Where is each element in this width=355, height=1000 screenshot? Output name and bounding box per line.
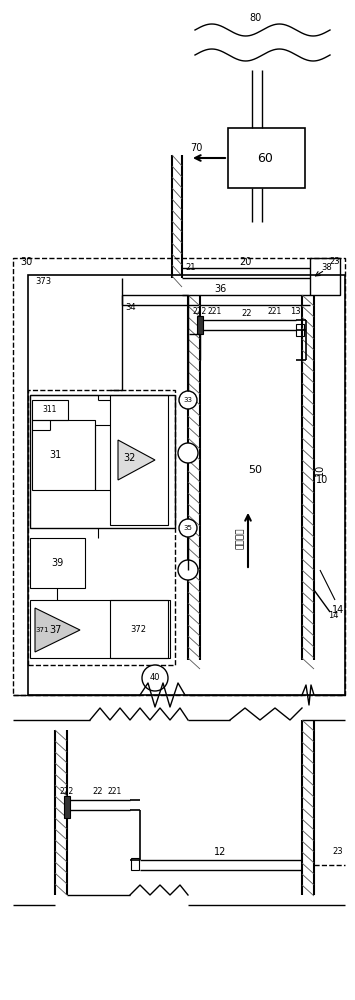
Text: 10: 10 bbox=[316, 475, 328, 485]
Text: 38: 38 bbox=[322, 263, 332, 272]
Text: 14: 14 bbox=[332, 605, 344, 615]
Text: 311: 311 bbox=[43, 406, 57, 414]
Text: 60: 60 bbox=[257, 151, 273, 164]
Bar bbox=[296, 324, 304, 336]
Bar bbox=[110, 600, 168, 658]
Text: 32: 32 bbox=[124, 453, 136, 463]
Text: 12: 12 bbox=[214, 847, 226, 857]
Text: 373: 373 bbox=[35, 277, 51, 286]
Text: 31: 31 bbox=[49, 450, 61, 460]
Text: 14: 14 bbox=[328, 611, 338, 620]
Text: 22: 22 bbox=[242, 308, 252, 318]
Bar bbox=[64, 796, 70, 818]
Text: 10: 10 bbox=[315, 464, 325, 476]
Text: 221: 221 bbox=[268, 308, 282, 316]
Bar bbox=[228, 128, 305, 188]
Text: 33: 33 bbox=[184, 397, 192, 403]
Text: 23: 23 bbox=[329, 257, 340, 266]
Text: 35: 35 bbox=[184, 525, 192, 531]
Circle shape bbox=[179, 519, 197, 537]
Circle shape bbox=[179, 391, 197, 409]
Text: 50: 50 bbox=[248, 465, 262, 475]
Text: 36: 36 bbox=[214, 284, 226, 294]
Text: 22: 22 bbox=[93, 788, 103, 796]
Polygon shape bbox=[35, 608, 80, 652]
Bar bbox=[131, 858, 139, 870]
Text: 222: 222 bbox=[193, 308, 207, 316]
Text: 221: 221 bbox=[108, 788, 122, 796]
Text: 39: 39 bbox=[51, 558, 63, 568]
Bar bbox=[30, 395, 175, 528]
Bar bbox=[13, 258, 345, 695]
Bar bbox=[32, 400, 68, 420]
Circle shape bbox=[178, 443, 198, 463]
Text: 21: 21 bbox=[185, 263, 196, 272]
Text: 13: 13 bbox=[290, 308, 300, 316]
Text: 371: 371 bbox=[35, 627, 49, 633]
Text: 23: 23 bbox=[332, 848, 343, 856]
Bar bbox=[28, 390, 175, 665]
Bar bbox=[30, 600, 170, 658]
Bar bbox=[28, 275, 345, 695]
Bar bbox=[197, 316, 203, 334]
Text: 221: 221 bbox=[208, 308, 222, 316]
Text: 80: 80 bbox=[249, 13, 261, 23]
Text: 30: 30 bbox=[20, 257, 32, 267]
Polygon shape bbox=[118, 440, 155, 480]
Text: 40: 40 bbox=[150, 674, 160, 682]
Text: 70: 70 bbox=[190, 143, 202, 153]
Circle shape bbox=[178, 560, 198, 580]
Text: 34: 34 bbox=[125, 304, 136, 312]
Bar bbox=[32, 420, 95, 490]
Bar bbox=[30, 538, 85, 588]
Text: 222: 222 bbox=[60, 788, 74, 796]
Text: 372: 372 bbox=[130, 626, 146, 635]
Bar bbox=[110, 395, 168, 525]
Bar bbox=[310, 258, 340, 295]
Text: 37: 37 bbox=[49, 625, 61, 635]
Text: 排水方向: 排水方向 bbox=[235, 527, 245, 549]
Circle shape bbox=[142, 665, 168, 691]
Text: 20: 20 bbox=[239, 257, 251, 267]
